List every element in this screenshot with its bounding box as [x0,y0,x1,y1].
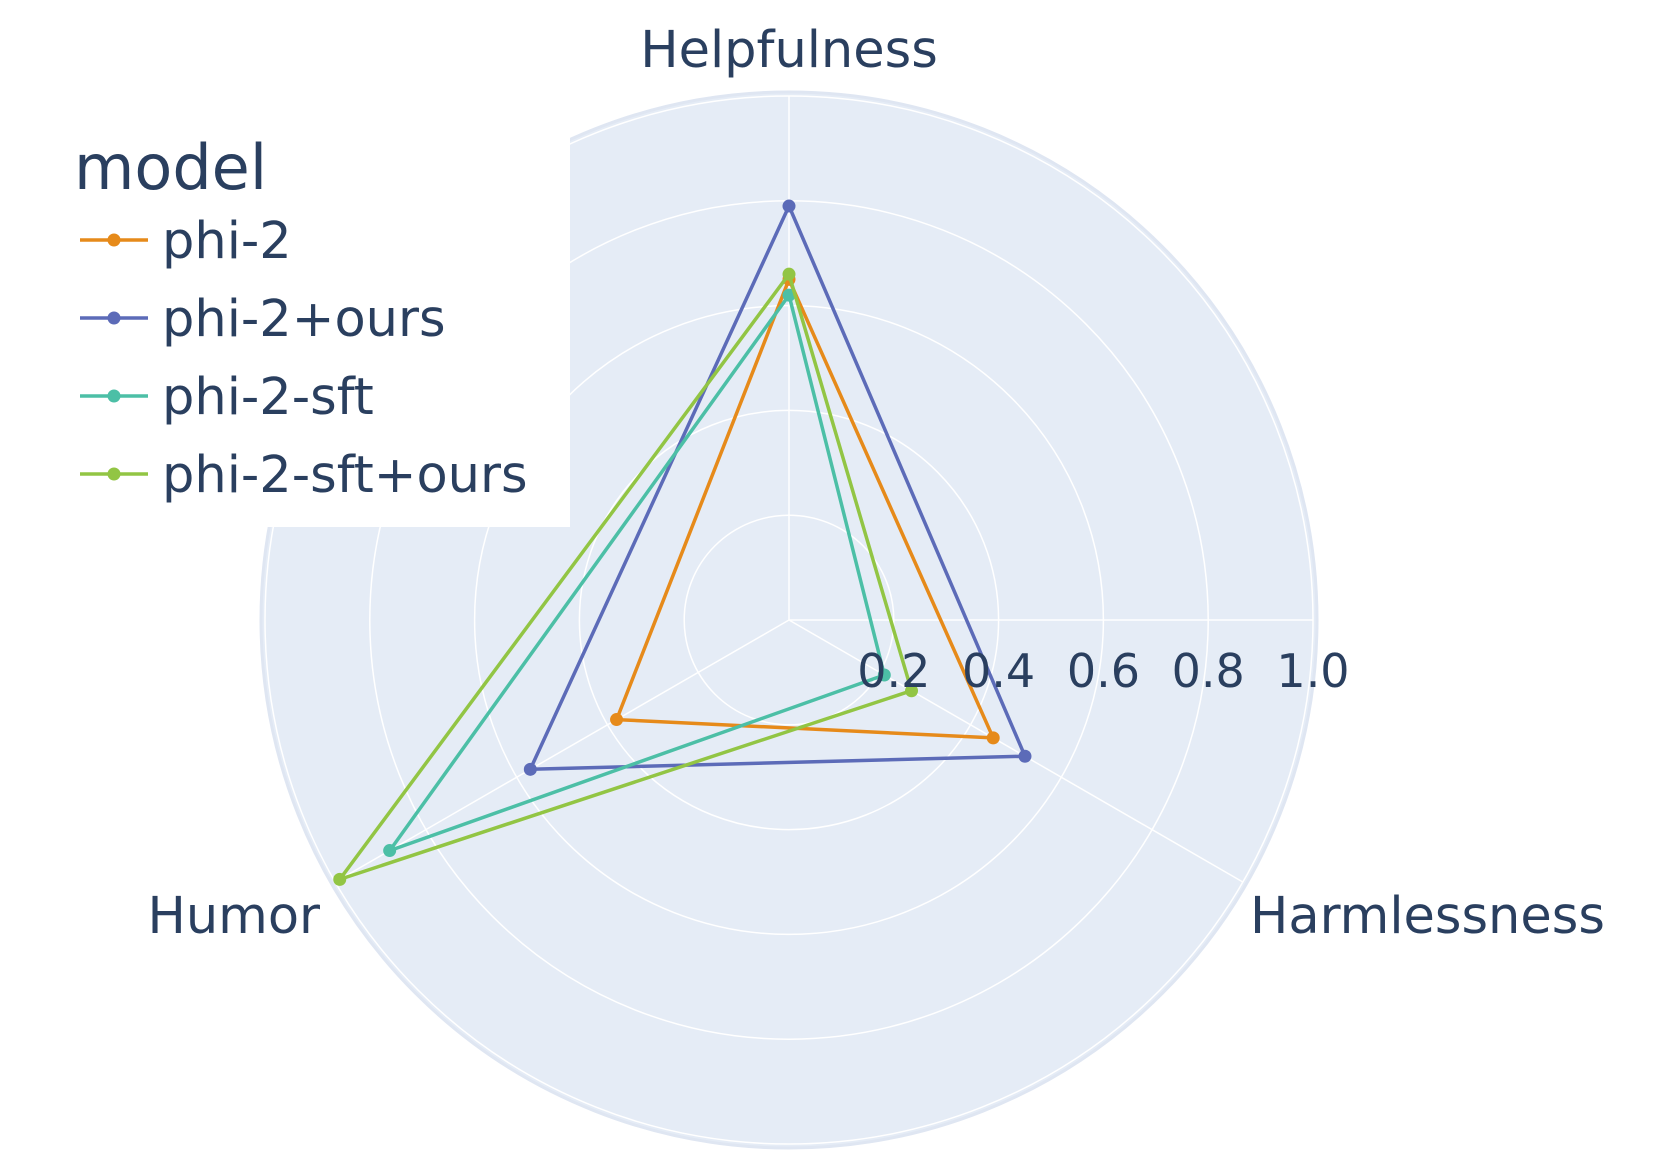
radial-tick-0.2: 0.2 [857,644,930,698]
axis-label-helpfulness: Helpfulness [640,21,938,80]
legend-swatch-marker [107,311,121,325]
point-phi-2+ours-harmlessness [1018,749,1032,763]
radial-tick-1.0: 1.0 [1276,644,1349,698]
radial-tick-labels: 0.2 0.4 0.6 0.8 1.0 [857,644,1349,698]
point-phi-2-sft+ours-harmlessness [905,684,919,698]
legend-swatch-marker [107,389,121,403]
point-phi-2-sft-humor [383,844,397,858]
legend-swatch-marker [107,467,121,481]
legend-label: phi-2-sft+ours [162,446,528,505]
legend: model phi-2 phi-2+ours phi-2-sft phi-2-sft+… [62,122,570,527]
legend-title: model [74,131,267,204]
polar-grid [264,95,1314,1145]
legend-item-phi-2-sft: phi-2-sft [80,368,374,427]
series-layer [333,199,1032,886]
spoke-humor [334,619,790,883]
point-phi-2-sft-harmlessness [877,668,891,682]
legend-swatch-marker [107,233,121,247]
legend-label: phi-2 [162,212,292,271]
series-line-phi-2-sft+ours [337,272,914,882]
axis-label-harmlessness: Harmlessness [1250,887,1605,946]
point-phi-2-sft+ours-helpfulness [782,267,796,281]
point-phi-2-sft-helpfulness [782,288,796,302]
radial-tick-0.6: 0.6 [1067,644,1140,698]
point-phi-2+ours-helpfulness [782,199,796,213]
angular-axis-labels: Helpfulness Harmlessness Humor [147,21,1604,946]
series-phi-2-sft+ours [333,267,919,886]
series-phi-2+ours [523,199,1032,776]
legend-label: phi-2+ours [162,290,446,349]
series-line-phi-2+ours [528,204,1027,772]
point-phi-2+ours-humor [523,762,537,776]
legend-label: phi-2-sft [162,368,374,427]
legend-items: phi-2 phi-2+ours phi-2-sft phi-2-sft+ours [80,212,528,505]
point-phi-2-humor [610,713,624,727]
spoke-harmlessness [788,619,1244,883]
point-phi-2-harmlessness [986,731,1000,745]
axis-label-humor: Humor [147,887,320,946]
point-phi-2-sft+ours-humor [333,872,347,886]
series-line-phi-2 [614,277,995,740]
radial-tick-0.4: 0.4 [962,644,1035,698]
legend-item-phi-2-sft+ours: phi-2-sft+ours [80,446,528,505]
series-line-phi-2-sft [387,293,887,853]
series-phi-2-sft [383,288,891,858]
radial-tick-0.8: 0.8 [1172,644,1245,698]
legend-item-phi-2+ours: phi-2+ours [80,290,446,349]
legend-item-phi-2: phi-2 [80,212,292,271]
legend-background [62,122,570,527]
